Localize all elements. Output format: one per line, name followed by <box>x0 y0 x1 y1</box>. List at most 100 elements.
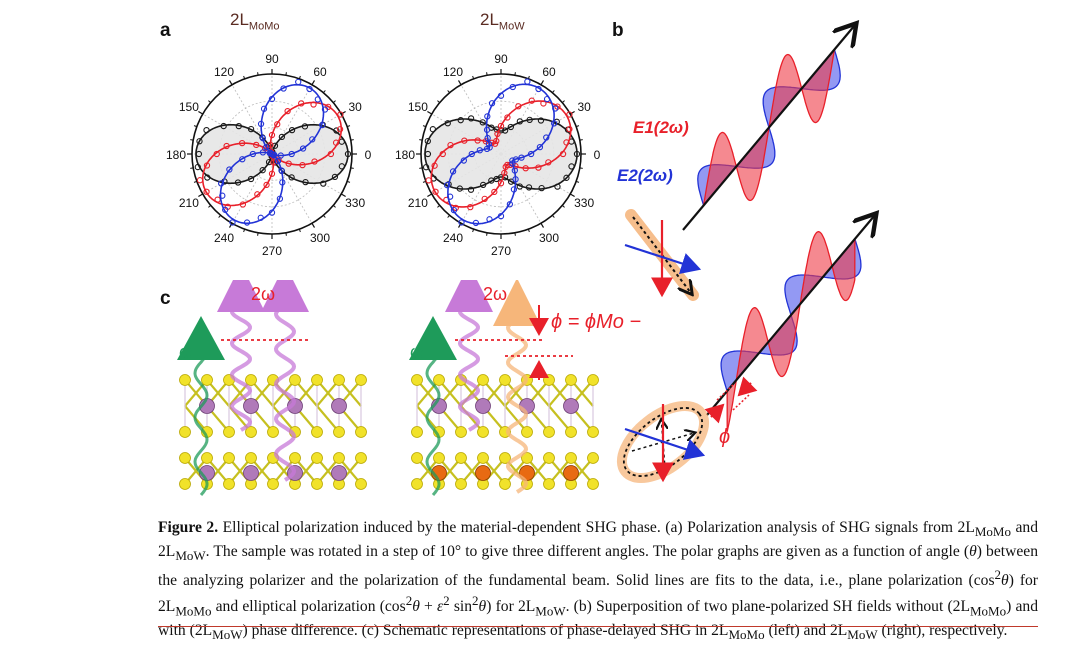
polar-data-point <box>203 188 210 195</box>
chalcogen-atom <box>311 374 323 386</box>
chalcogen-atom <box>411 478 423 490</box>
polar-data-point <box>263 181 270 189</box>
polar-data-point <box>538 184 545 192</box>
chalcogen-atom <box>223 478 235 490</box>
polar-data-point <box>552 105 559 112</box>
polar-data-point <box>298 100 305 107</box>
polar-data-point <box>479 119 486 126</box>
polar-data-point <box>336 126 344 133</box>
chalcogen-atom <box>267 478 279 490</box>
polar-data-point <box>444 120 451 127</box>
polar-tick-label: 90 <box>494 52 508 66</box>
polar-data-point <box>450 206 458 214</box>
polar-chart-mow: 0 30 60 90 120 150 180 210 240 270 300 330 <box>395 52 601 258</box>
polar-data-point <box>497 212 505 220</box>
polar-data-point <box>486 216 493 223</box>
polar-data-point <box>285 160 292 167</box>
polar-data-point <box>537 117 545 124</box>
polar-data-point <box>284 107 291 115</box>
polar-data-point <box>222 206 229 213</box>
polar-data-point <box>249 150 257 158</box>
polar-chart-momo: 0 30 60 90 120 150 180 210 240 270 300 330 <box>166 52 372 258</box>
polar-data-point <box>501 169 508 177</box>
polar-data-point <box>333 127 340 134</box>
polar-tick-label: 0 <box>365 148 372 162</box>
panel-letter-c: c <box>160 288 171 309</box>
polar-data-point <box>239 201 247 208</box>
polar-tick-label: 90 <box>265 52 279 66</box>
polar-data-point <box>424 137 431 145</box>
polar-series-blue <box>447 83 555 225</box>
chalcogen-atom <box>433 374 445 386</box>
polar-data-point <box>483 126 491 133</box>
polar-data-point <box>327 150 335 158</box>
polar-data-point <box>278 133 286 141</box>
polar-data-point <box>311 158 318 165</box>
chalcogen-atom <box>333 374 345 386</box>
polar-tick-label: 30 <box>348 100 362 114</box>
polar-tick-label: 300 <box>539 231 559 245</box>
chalcogen-atom <box>223 452 235 464</box>
chalcogen-atom <box>411 426 423 438</box>
polar-data-point <box>204 174 211 181</box>
polar-data-point <box>543 134 550 141</box>
fundamental-beam-right <box>425 339 441 496</box>
polar-data-point <box>260 105 268 112</box>
chalcogen-atom <box>311 478 323 490</box>
polar-data-point <box>338 163 345 170</box>
chalcogen-atom <box>499 374 511 386</box>
polar-data-point <box>310 101 317 108</box>
chalcogen-atom <box>565 452 577 464</box>
polar-data-point <box>320 180 327 187</box>
polar-data-point <box>268 131 276 139</box>
polar-data-point <box>288 174 295 181</box>
chalcogen-atom <box>333 426 345 438</box>
polar-data-point <box>302 178 309 186</box>
polar-data-point <box>223 142 230 150</box>
chalcogen-atom <box>521 452 533 464</box>
polar-data-point <box>280 85 287 92</box>
polar-title-mow: 2LMoW <box>480 10 525 33</box>
polar-data-point <box>512 156 520 163</box>
polar-data-point <box>219 192 226 199</box>
polar-data-point <box>235 122 242 130</box>
blue-polarization-arrow <box>624 427 706 460</box>
polar-data-point <box>535 85 542 93</box>
polar-data-point <box>449 168 457 175</box>
polar-data-point <box>254 191 261 198</box>
polar-data-point <box>516 118 523 125</box>
polar-tick-label: 240 <box>443 231 463 245</box>
phase-difference-marker: ϕ <box>704 376 758 448</box>
chalcogen-atom <box>433 452 445 464</box>
panel-c-schematic: ω ω 2ω 2ω ϕ = ϕMo − ϕW <box>177 280 645 496</box>
polar-data-point <box>431 162 438 169</box>
polar-data-point <box>491 140 499 147</box>
polar-tick-label: 270 <box>491 244 511 258</box>
polar-data-point <box>234 179 242 186</box>
polar-data-point <box>259 135 267 142</box>
polar-tick-label: 180 <box>166 148 186 162</box>
mo-atom <box>243 465 259 481</box>
chalcogen-atom <box>289 452 301 464</box>
polar-data-point <box>467 115 475 122</box>
polar-data-point <box>507 123 514 131</box>
polar-data-point <box>196 177 204 184</box>
polar-data-point <box>526 116 533 124</box>
polar-data-point <box>525 184 533 191</box>
polar-data-point <box>439 150 446 158</box>
two-omega-label-right: 2ω <box>483 284 507 304</box>
chalcogen-atom <box>411 374 423 386</box>
beam-waves <box>177 280 541 496</box>
chalcogen-atom <box>455 426 467 438</box>
polar-data-point <box>321 106 329 113</box>
chalcogen-atom <box>179 452 191 464</box>
polar-data-point <box>295 78 302 86</box>
polar-data-point <box>220 122 227 130</box>
polar-data-point <box>425 177 432 184</box>
polar-data-point <box>243 219 251 226</box>
chalcogen-atom <box>455 478 467 490</box>
chalcogen-atom <box>289 374 301 386</box>
polar-data-point <box>422 164 430 171</box>
chalcogen-atom <box>499 452 511 464</box>
polar-data-point <box>239 156 246 163</box>
